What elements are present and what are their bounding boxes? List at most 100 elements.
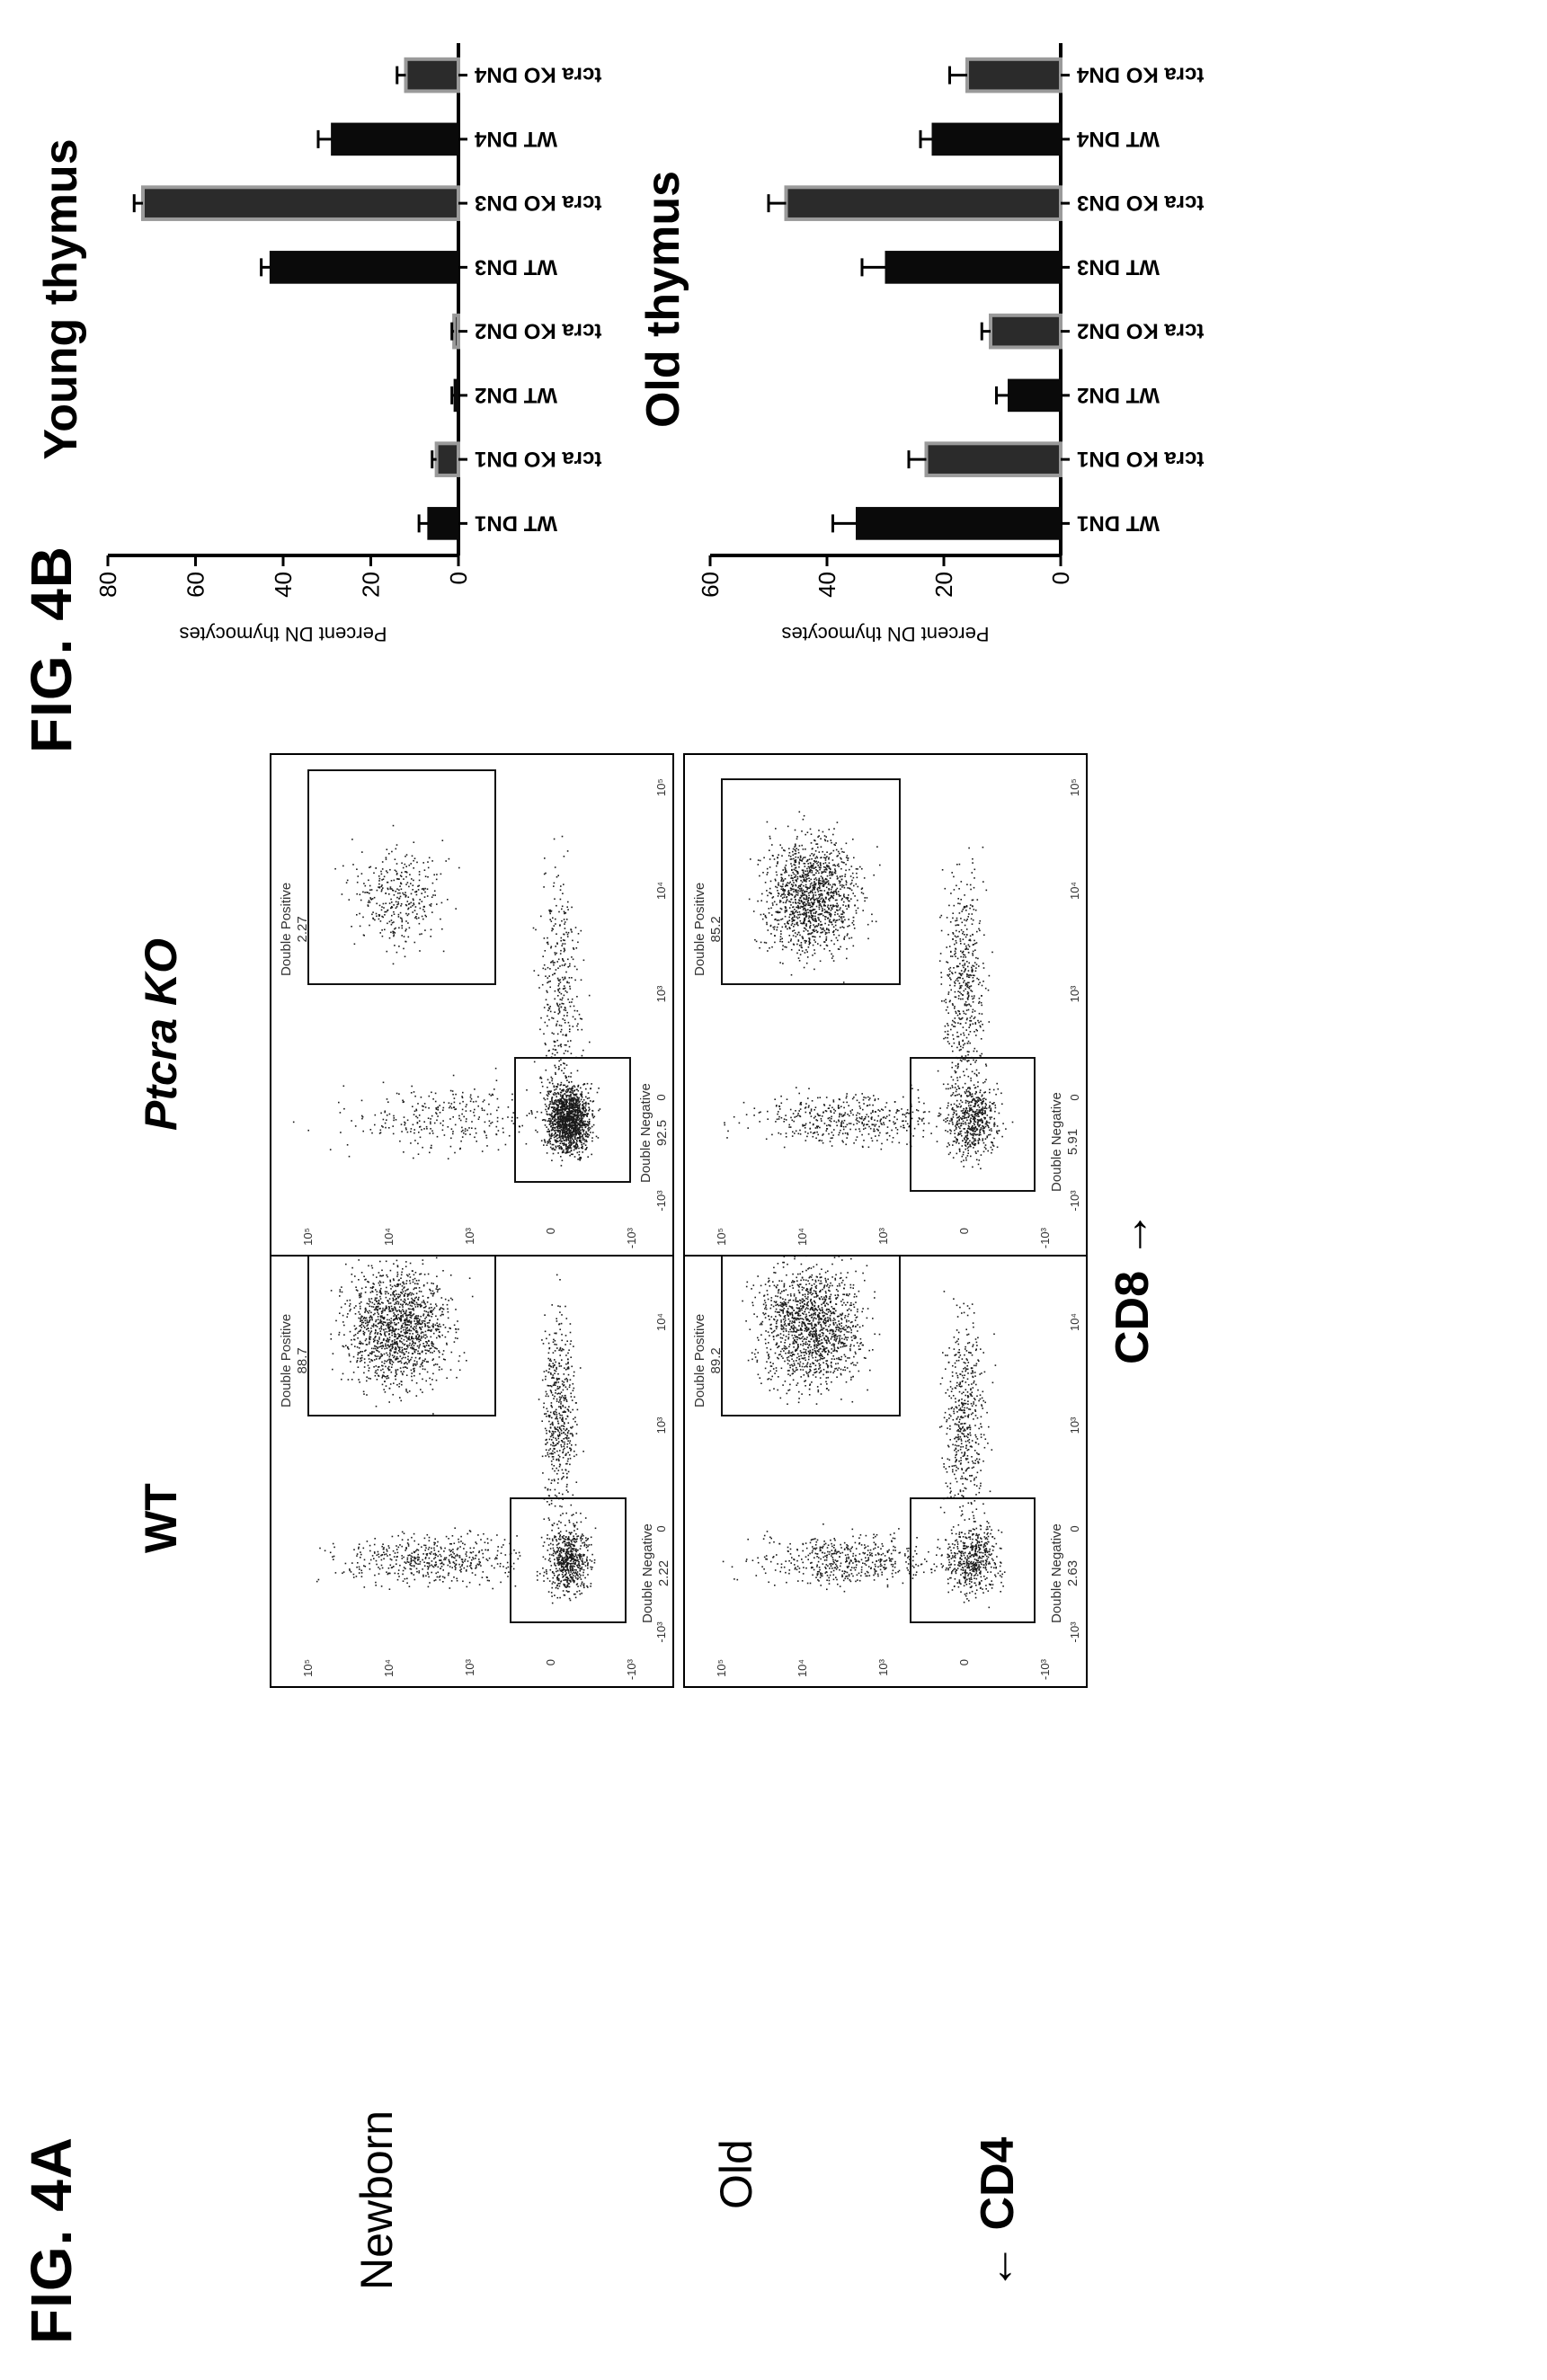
event-dot xyxy=(371,1266,374,1269)
event-dot xyxy=(554,1562,556,1564)
event-dot xyxy=(555,1437,556,1440)
event-dot xyxy=(570,1450,572,1452)
event-dot xyxy=(410,1092,413,1094)
event-dot xyxy=(566,1476,568,1479)
event-dot xyxy=(457,1320,458,1322)
event-dot xyxy=(409,1554,411,1556)
event-dot xyxy=(577,1585,579,1587)
event-dot xyxy=(414,1297,416,1300)
event-dot xyxy=(569,1574,571,1576)
event-dot xyxy=(514,1143,516,1146)
event-dot xyxy=(396,1265,399,1268)
event-dot xyxy=(369,884,371,887)
event-dot xyxy=(544,1120,547,1122)
event-dot xyxy=(342,865,344,867)
event-dot xyxy=(367,1328,369,1329)
event-dot xyxy=(563,1476,565,1478)
event-dot xyxy=(413,1345,415,1346)
event-dot xyxy=(419,1357,421,1359)
event-dot xyxy=(412,1556,413,1559)
event-dot xyxy=(546,1393,548,1395)
event-dot xyxy=(558,1585,561,1587)
event-dot xyxy=(386,1571,387,1573)
event-dot xyxy=(556,1101,558,1103)
event-dot xyxy=(388,1307,391,1310)
event-dot xyxy=(384,1291,387,1292)
event-dot xyxy=(422,1109,424,1111)
event-dot xyxy=(413,1368,414,1370)
event-dot xyxy=(419,1273,421,1275)
event-dot xyxy=(420,1389,422,1390)
event-dot xyxy=(573,1117,575,1119)
event-dot xyxy=(410,1555,413,1558)
event-dot xyxy=(550,1390,552,1392)
event-dot xyxy=(432,1283,434,1284)
event-dot xyxy=(427,1573,430,1576)
event-dot xyxy=(553,1134,556,1136)
x-tick-label: 10⁴ xyxy=(654,882,668,900)
event-dot xyxy=(555,1536,557,1538)
event-dot xyxy=(413,1565,415,1567)
event-dot xyxy=(554,1115,556,1117)
event-dot xyxy=(582,1145,583,1148)
event-dot xyxy=(371,1319,374,1321)
event-dot xyxy=(358,1347,360,1349)
event-dot xyxy=(550,1503,553,1505)
event-dot xyxy=(459,1569,461,1572)
event-dot xyxy=(576,1137,578,1140)
event-dot xyxy=(569,1331,572,1334)
event-dot xyxy=(561,1383,564,1385)
event-dot xyxy=(458,1354,461,1357)
event-dot xyxy=(400,1399,402,1402)
event-dot xyxy=(502,1544,504,1546)
event-dot xyxy=(394,1318,396,1320)
event-dot xyxy=(431,1341,433,1343)
event-dot xyxy=(552,1365,555,1367)
event-dot xyxy=(330,1333,333,1336)
event-dot xyxy=(399,1564,401,1567)
event-dot xyxy=(417,1323,419,1326)
event-dot xyxy=(562,1541,564,1544)
event-dot xyxy=(414,1356,417,1359)
event-dot xyxy=(377,1355,379,1357)
event-dot xyxy=(381,879,383,881)
event-dot xyxy=(388,1358,390,1361)
event-dot xyxy=(349,1310,351,1312)
event-dot xyxy=(562,1104,565,1106)
event-dot xyxy=(544,1314,546,1316)
event-dot xyxy=(565,1569,566,1571)
event-dot xyxy=(401,927,404,929)
event-dot xyxy=(574,1103,577,1105)
event-dot xyxy=(598,1109,600,1112)
event-dot xyxy=(454,1557,456,1559)
event-dot xyxy=(432,1553,435,1555)
event-dot xyxy=(471,1121,473,1123)
event-dot xyxy=(376,1554,378,1557)
event-dot xyxy=(518,1131,520,1133)
event-dot xyxy=(359,1292,360,1295)
event-dot xyxy=(545,1413,547,1415)
event-dot xyxy=(563,1144,565,1146)
event-dot xyxy=(367,1364,369,1367)
event-dot xyxy=(591,1153,592,1156)
event-dot xyxy=(469,1551,472,1554)
event-dot xyxy=(403,1371,405,1372)
event-dot xyxy=(386,950,388,953)
event-dot xyxy=(407,1554,409,1557)
event-dot xyxy=(553,1448,556,1450)
event-dot xyxy=(580,1585,582,1587)
event-dot xyxy=(340,1132,342,1133)
event-dot xyxy=(358,1566,360,1568)
event-dot xyxy=(350,1309,351,1310)
event-dot xyxy=(364,1310,367,1312)
event-dot xyxy=(588,1126,590,1129)
event-dot xyxy=(369,892,370,894)
event-dot xyxy=(385,1296,387,1299)
event-dot xyxy=(588,1123,591,1125)
event-dot xyxy=(574,1121,577,1123)
event-dot xyxy=(439,1351,440,1354)
event-dot xyxy=(387,887,389,890)
event-dot xyxy=(440,1313,443,1316)
event-dot xyxy=(586,1141,588,1142)
